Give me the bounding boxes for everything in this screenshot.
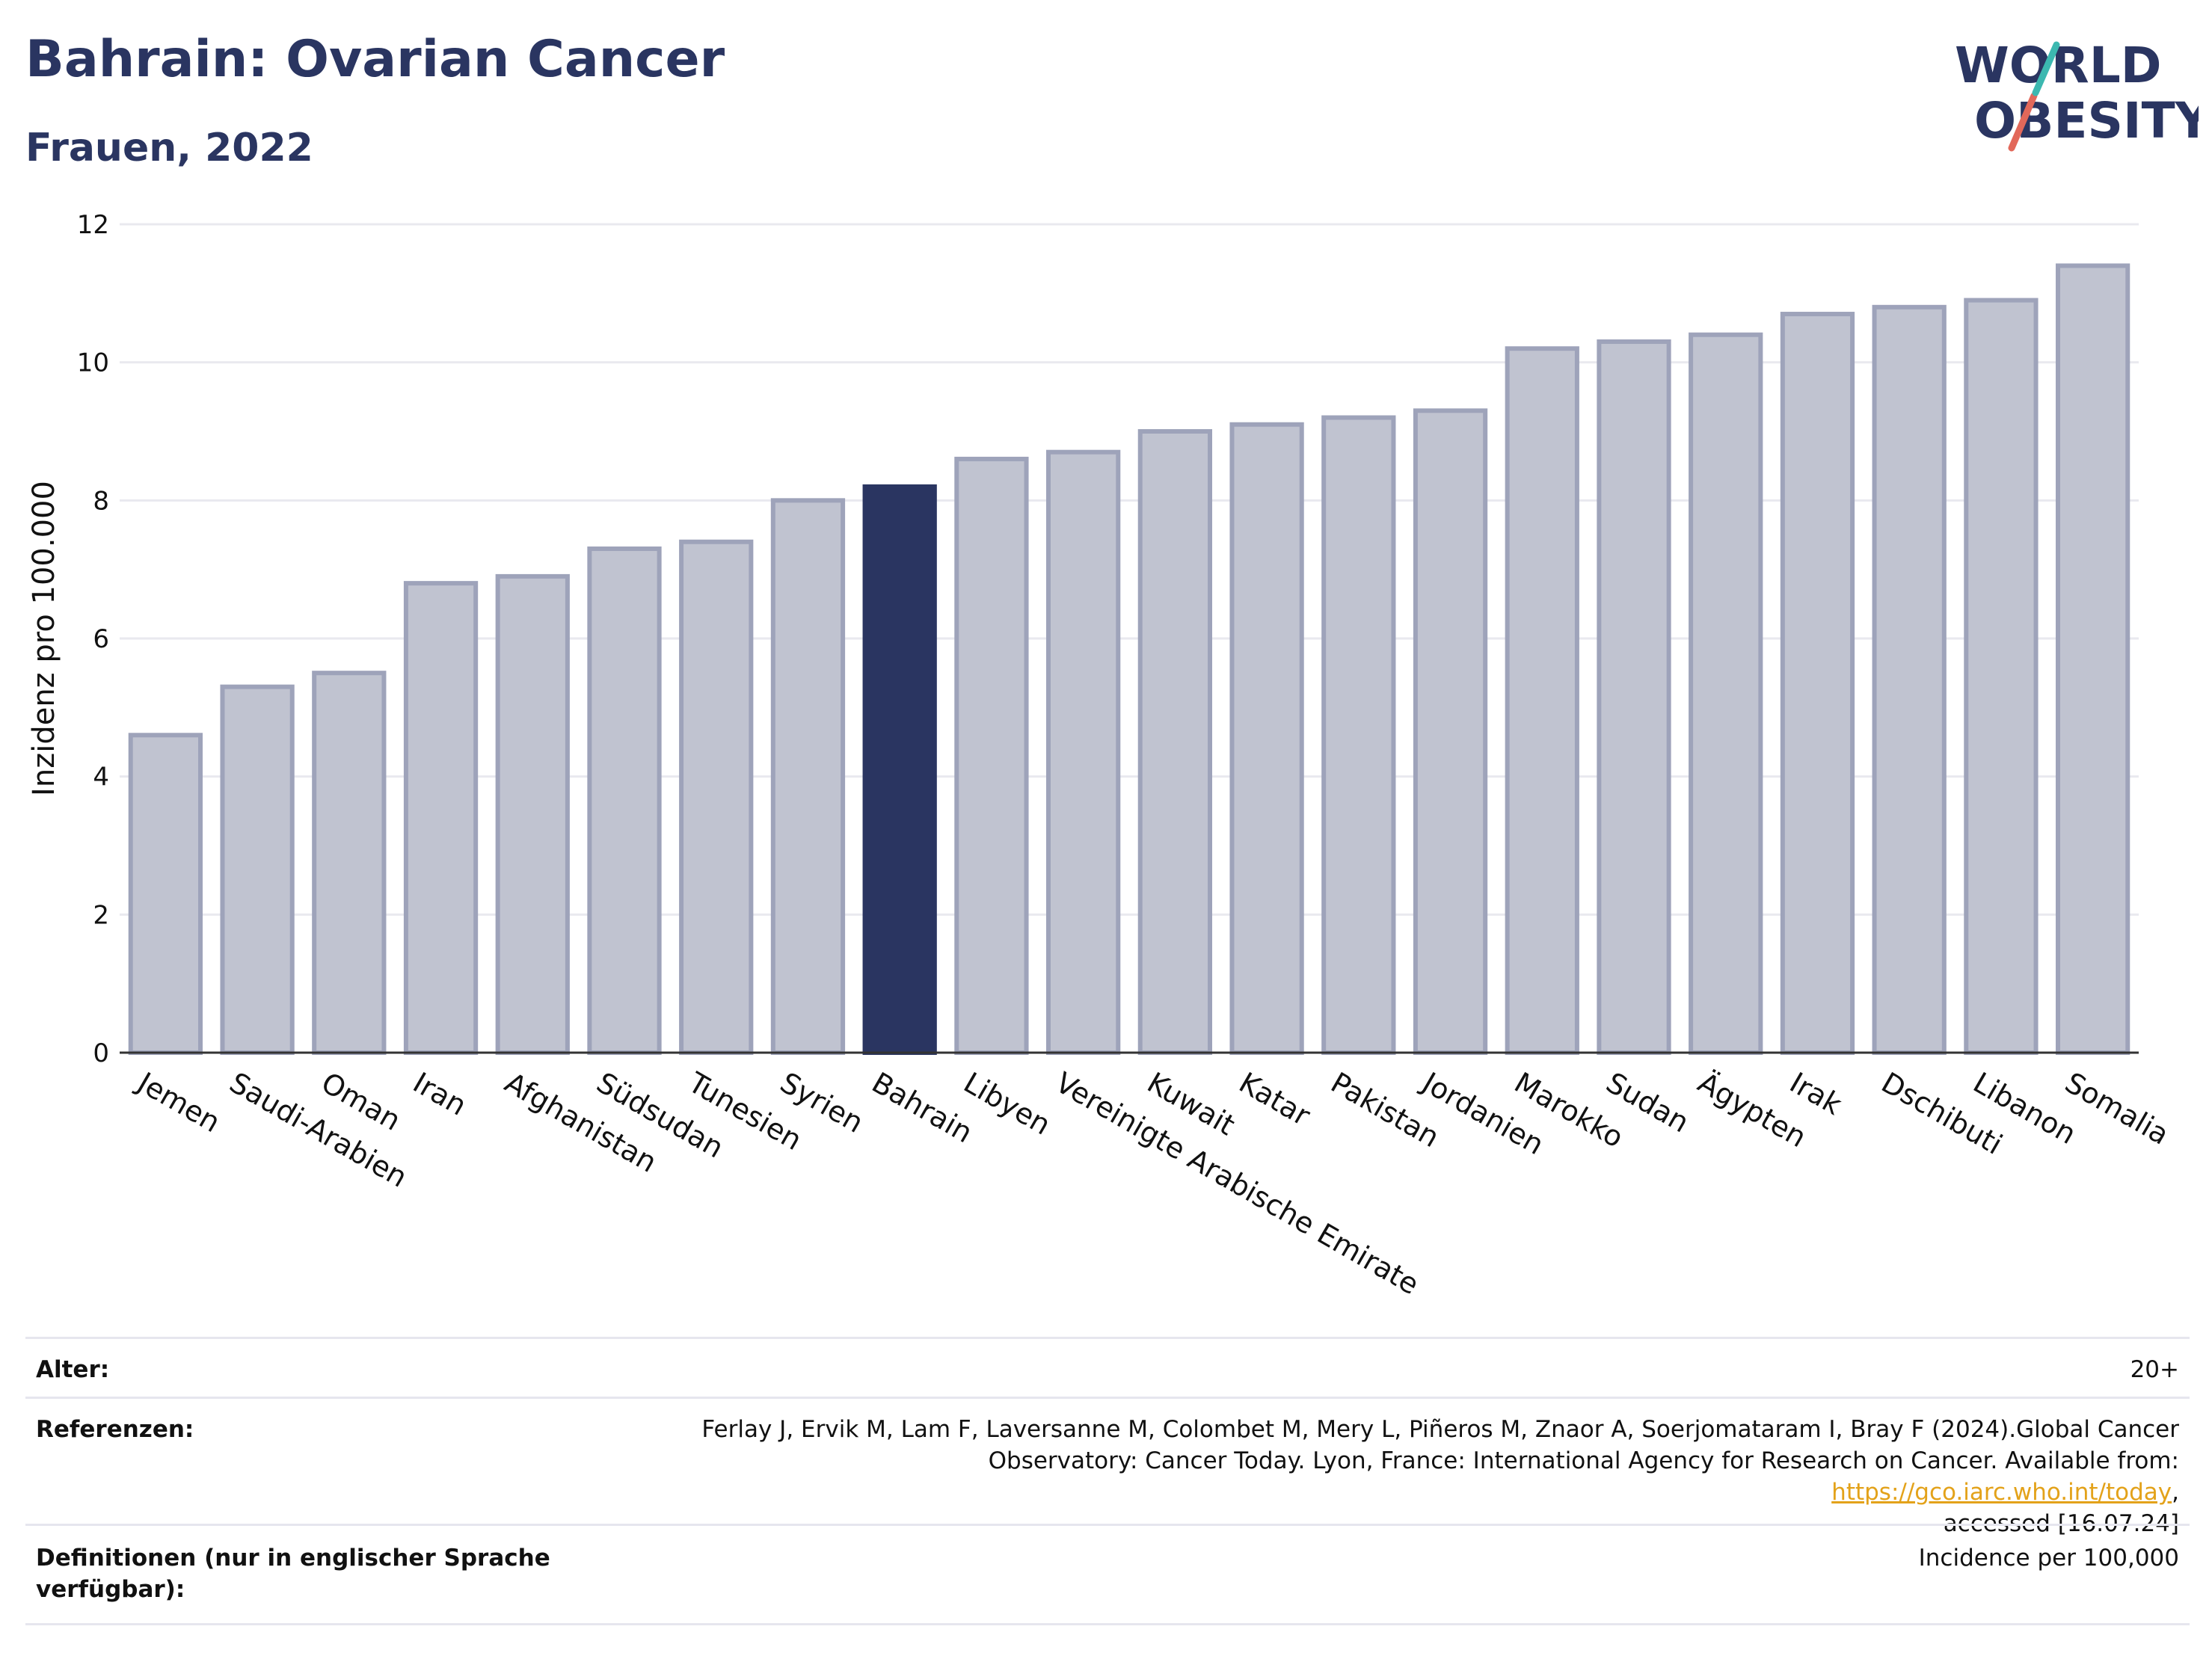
y-axis-label: Inzidenz pro 100.000: [27, 481, 61, 796]
y-tick-label: 6: [93, 624, 109, 654]
chart-title: Bahrain: Ovarian Cancer: [25, 30, 725, 89]
bar-libanon: [1964, 298, 2039, 1056]
reference-link[interactable]: https://gco.iarc.who.int/today: [1831, 1479, 2172, 1506]
bar-libyen: [954, 456, 1029, 1055]
reference-text: Observatory: Cancer Today. Lyon, France:…: [988, 1447, 2179, 1474]
bar-syrien: [770, 498, 846, 1055]
meta-row-references: Referenzen: Ferlay J, Ervik M, Lam F, La…: [25, 1397, 2190, 1537]
bar-saudi-arabien: [220, 684, 295, 1056]
reference-comma: ,: [2172, 1479, 2179, 1506]
y-tick-label: 2: [93, 900, 109, 930]
meta-row-definitions: Definitionen (nur in englischer Sprache …: [25, 1524, 2190, 1625]
bar-pakistan: [1321, 415, 1396, 1055]
bar-katar: [1229, 422, 1304, 1055]
bar-kuwait: [1137, 429, 1213, 1055]
x-tick-label: Jemen: [131, 1065, 226, 1139]
metadata-table: Alter: 20+ Referenzen: Ferlay J, Ervik M…: [25, 1337, 2190, 1628]
y-tick-label: 12: [77, 210, 109, 240]
definitions-value: Incidence per 100,000: [1918, 1545, 2179, 1572]
bar-afghanistan: [495, 573, 570, 1055]
bar-tunesien: [679, 539, 754, 1055]
references-label: Referenzen:: [36, 1416, 194, 1443]
x-tick-label: Libyen: [958, 1066, 1056, 1142]
chart-subtitle: Frauen, 2022: [25, 126, 313, 170]
logo-slash-red: [2008, 92, 2038, 152]
x-tick-label: Irak: [1784, 1066, 1847, 1121]
bar-jordanien: [1413, 408, 1488, 1055]
x-tick-label: Iran: [408, 1066, 472, 1122]
x-tick-label: Bahrain: [867, 1066, 978, 1150]
meta-row-age: Alter: 20+: [25, 1337, 2190, 1399]
definitions-label-line-1: Definitionen (nur in englischer Sprache: [36, 1545, 550, 1572]
reference-line-2: Observatory: Cancer Today. Lyon, France:…: [683, 1445, 2179, 1508]
bar-dschibuti: [1872, 304, 1947, 1055]
y-tick-label: 0: [93, 1038, 109, 1068]
y-tick-label: 10: [77, 348, 109, 378]
world-obesity-logo: WORLD OBESITY: [1955, 37, 2199, 152]
age-value: 20+: [2130, 1356, 2179, 1383]
y-tick-label: 8: [93, 486, 109, 516]
bar-bahrain: [862, 484, 937, 1055]
bar-südsudan: [587, 546, 662, 1055]
age-label: Alter:: [36, 1356, 110, 1383]
bar-irak: [1780, 312, 1855, 1055]
bar-marokko: [1505, 346, 1579, 1055]
definitions-label-line-2: verfügbar):: [36, 1576, 185, 1603]
references-value: Ferlay J, Ervik M, Lam F, Laversanne M, …: [683, 1414, 2179, 1539]
bar-somalia: [2056, 263, 2130, 1055]
bar-ägypten: [1689, 332, 1763, 1055]
bar-jemen: [128, 733, 203, 1055]
x-tick-label: Somalia: [2059, 1066, 2175, 1151]
bar-sudan: [1597, 339, 1671, 1055]
definitions-label: Definitionen (nur in englischer Sprache …: [36, 1542, 559, 1605]
reference-line-1: Ferlay J, Ervik M, Lam F, Laversanne M, …: [701, 1416, 2179, 1443]
y-tick-label: 4: [93, 763, 109, 792]
bar-vereinigte-arabische-emirate: [1046, 449, 1121, 1055]
bar-iran: [403, 581, 479, 1055]
x-tick-label: Katar: [1234, 1066, 1316, 1133]
logo-slash-teal: [2032, 41, 2060, 96]
bar-oman: [312, 671, 387, 1056]
